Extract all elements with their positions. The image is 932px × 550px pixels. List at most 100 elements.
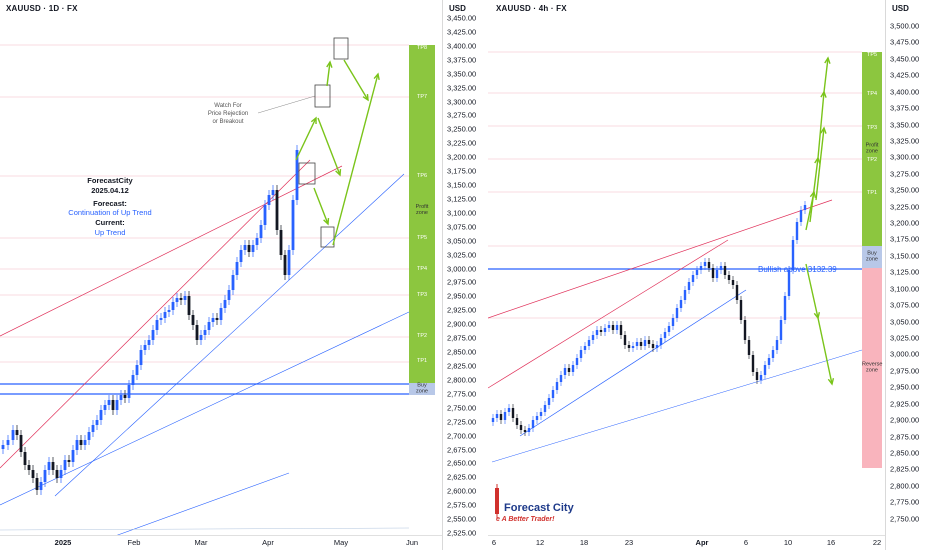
h4-buy-zone-label: Buy zone: [862, 251, 882, 263]
tp4-label: TP4: [416, 266, 428, 272]
candle-body: [19, 435, 23, 452]
h4-chart-canvas[interactable]: [488, 0, 885, 550]
price-tick: 2,525.00: [447, 528, 477, 538]
date-tick: Feb: [127, 538, 141, 547]
arrow-head: [827, 378, 835, 386]
daily-chart-panel[interactable]: XAUUSD · 1D · FX ForecastCity 2025.04.12…: [0, 0, 442, 550]
buy-zone-label: Buy zone: [409, 383, 435, 395]
logo-candle-icon: [495, 484, 499, 518]
candle-body: [663, 332, 667, 338]
profit-zone: TP8 TP7 TP6 Profit zone TP5 TP4 TP3 TP2 T…: [409, 45, 435, 383]
price-tick: 2,700.00: [447, 431, 477, 441]
daily-symbol-title: XAUUSD · 1D · FX: [6, 4, 78, 13]
projection-arrow: [809, 157, 819, 223]
daily-time-axis[interactable]: 2025 Feb Mar Apr May Jun: [0, 535, 442, 550]
projection-arrow: [817, 91, 825, 159]
price-tick: 3,325.00: [890, 136, 920, 146]
candle-body: [127, 385, 131, 398]
price-tick: 2,850.00: [890, 448, 920, 458]
tp7-label: TP7: [416, 94, 428, 100]
candle-body: [159, 318, 163, 320]
candle-body: [627, 345, 631, 348]
candle-body: [667, 326, 671, 332]
candle-body: [155, 320, 159, 330]
projection-arrow: [805, 263, 819, 319]
candle-body: [731, 280, 735, 285]
candle-body: [515, 418, 519, 425]
date-tick: Jun: [405, 538, 419, 547]
h4-reverse-zone: Reverse zone: [862, 268, 882, 468]
tp1-label: TP1: [416, 358, 428, 364]
candle-body: [495, 414, 499, 418]
candle-body: [571, 365, 575, 372]
price-tick: 3,200.00: [447, 152, 477, 162]
candle-body: [167, 310, 171, 312]
candle-body: [719, 266, 723, 270]
daily-currency-label: USD: [449, 4, 466, 13]
price-tick: 2,675.00: [447, 445, 477, 455]
price-tick: 3,450.00: [447, 13, 477, 23]
candle-body: [635, 342, 639, 346]
candle-body: [783, 296, 787, 320]
arrow-head: [362, 93, 369, 102]
candle-body: [43, 470, 47, 482]
price-tick: 2,800.00: [890, 481, 920, 491]
candle-body: [803, 205, 807, 210]
candle-body: [651, 344, 655, 348]
price-tick: 3,375.00: [447, 55, 477, 65]
current-label: Current:: [95, 218, 125, 227]
price-tick: 2,625.00: [447, 472, 477, 482]
reverse-zone-text2: zone: [866, 367, 878, 373]
price-tick: 3,250.00: [890, 185, 920, 195]
date-tick: 10: [783, 538, 793, 547]
h4-time-axis[interactable]: 6 12 18 23 Apr 6 10 16 22: [488, 535, 885, 550]
candle-body: [87, 432, 91, 440]
tp3-label: TP3: [866, 125, 878, 131]
daily-price-axis[interactable]: USD 3,450.00 3,425.00 3,400.00 3,375.00 3,35…: [442, 0, 489, 550]
candle-body: [779, 320, 783, 340]
candle-body: [275, 190, 279, 230]
projection-arrow: [332, 73, 379, 246]
candle-body: [611, 325, 615, 330]
price-tick: 2,825.00: [447, 361, 477, 371]
price-tick: 3,025.00: [447, 250, 477, 260]
candle-body: [679, 300, 683, 308]
candle-body: [559, 375, 563, 382]
candle-body: [691, 275, 695, 282]
price-tick: 3,475.00: [890, 37, 920, 47]
price-tick: 2,900.00: [447, 319, 477, 329]
candle-body: [267, 195, 271, 205]
daily-chart-canvas[interactable]: [0, 0, 442, 550]
profit-zone-text2: zone: [866, 148, 878, 154]
candle-body: [599, 330, 603, 332]
tp2-label: TP2: [866, 157, 878, 163]
h4-chart-panel[interactable]: XAUUSD · 4h · FX Bullish above 3132.39 T…: [488, 0, 885, 550]
candle-body: [251, 245, 255, 252]
candle-body: [503, 412, 507, 420]
price-tick: 2,825.00: [890, 464, 920, 474]
blue-trendline: [0, 311, 410, 506]
candle-body: [491, 418, 495, 422]
candle-body: [563, 368, 567, 375]
candle-body: [523, 430, 527, 432]
candle-body: [543, 405, 547, 412]
h4-reverse-zone-label: Reverse zone: [862, 362, 882, 374]
price-tick: 2,800.00: [447, 375, 477, 385]
price-tick: 2,975.00: [890, 366, 920, 376]
candle-body: [79, 440, 83, 445]
candle-body: [223, 300, 227, 308]
price-tick: 3,175.00: [447, 166, 477, 176]
price-tick: 2,850.00: [447, 347, 477, 357]
price-tick: 2,650.00: [447, 458, 477, 468]
candle-body: [751, 355, 755, 372]
price-tick: 3,275.00: [890, 169, 920, 179]
price-tick: 3,150.00: [447, 180, 477, 190]
candle-body: [107, 400, 111, 405]
candle-body: [243, 245, 247, 250]
candle-body: [743, 320, 747, 340]
candle-body: [583, 346, 587, 350]
candle-body: [27, 465, 31, 470]
h4-price-axis[interactable]: USD 3,500.00 3,475.00 3,450.00 3,425.00 3,40…: [885, 0, 932, 550]
candle-body: [735, 285, 739, 300]
price-tick: 3,000.00: [890, 349, 920, 359]
